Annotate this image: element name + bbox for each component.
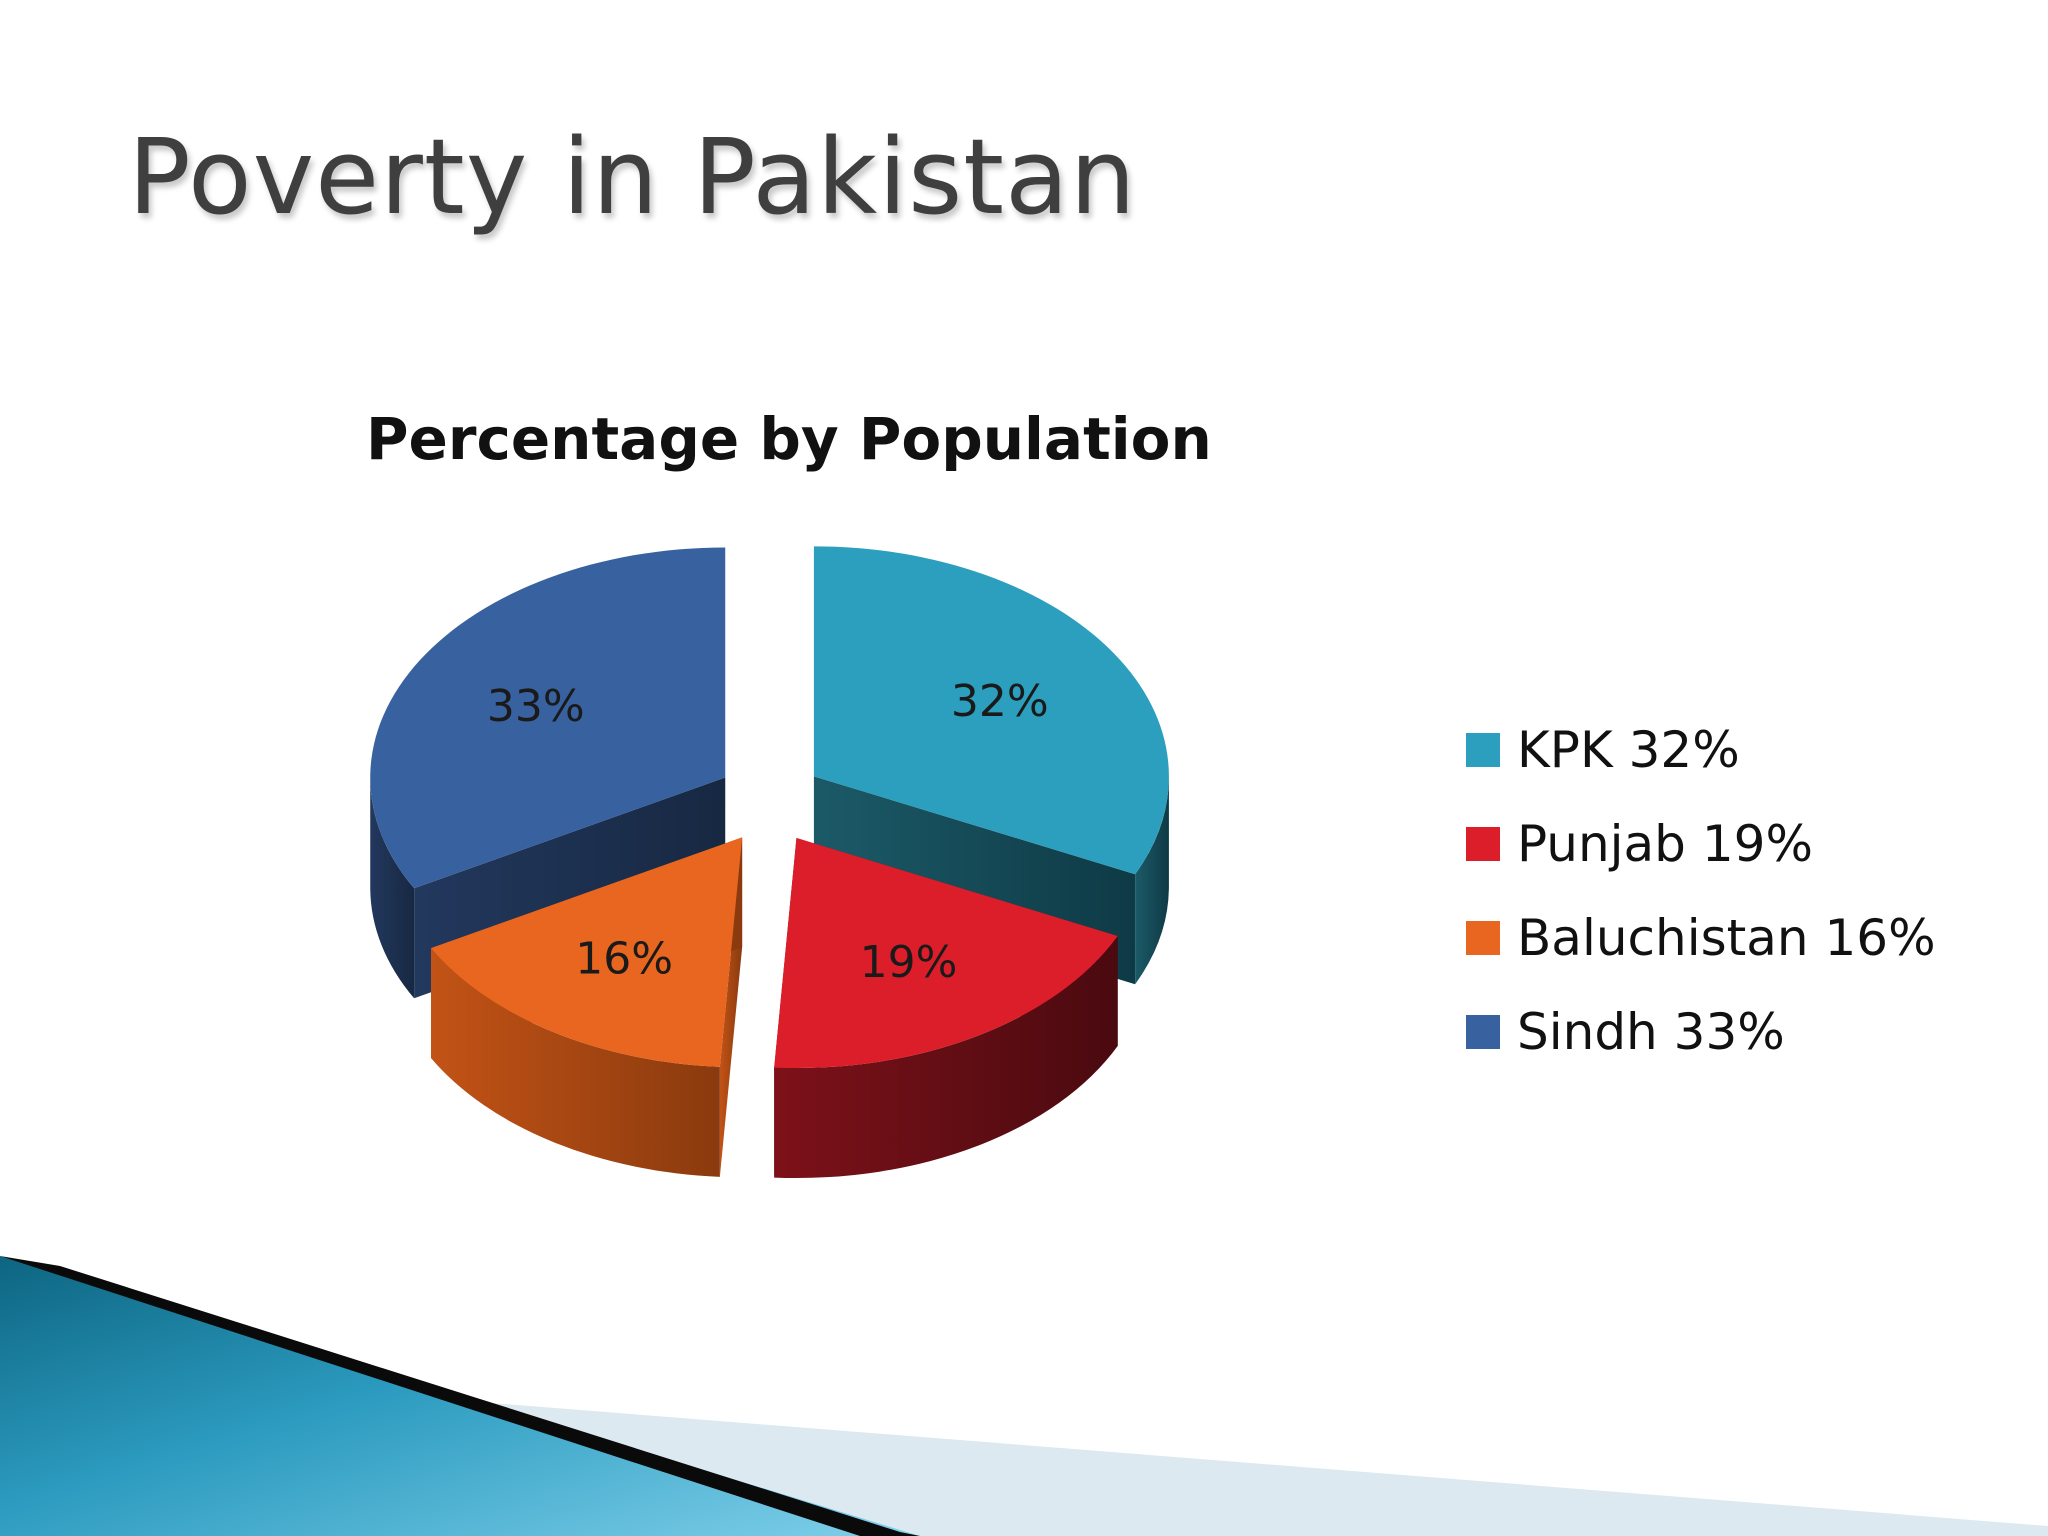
- footer-black-stroke: [0, 1256, 920, 1536]
- chart-title: Percentage by Population: [366, 405, 1212, 473]
- slice-top-face: [431, 837, 743, 1067]
- slice-top-face: [813, 546, 1169, 875]
- legend-item-baluchistan: Baluchistan 16%: [1466, 908, 1936, 968]
- data-label-sindh: 33%: [487, 681, 585, 732]
- slice-top-face: [370, 547, 726, 889]
- slice-outer-wall: [370, 777, 415, 999]
- legend-item-sindh: Sindh 33%: [1466, 1002, 1785, 1062]
- data-label-kpk: 32%: [951, 676, 1049, 727]
- slice-outer-wall: [431, 948, 720, 1177]
- slide-title: Poverty in Pakistan: [128, 116, 1137, 238]
- legend-label: Punjab 19%: [1517, 815, 1813, 873]
- legend-swatch: [1466, 921, 1500, 955]
- legend-label: KPK 32%: [1517, 721, 1740, 779]
- legend-label: Baluchistan 16%: [1517, 909, 1936, 967]
- pie-slice-punjab: [774, 838, 1118, 1179]
- legend-item-kpk: KPK 32%: [1466, 720, 1740, 780]
- pie-slice-baluchistan: [431, 837, 743, 1177]
- legend-swatch: [1466, 827, 1500, 861]
- slice-outer-wall: [1135, 776, 1169, 985]
- data-label-punjab: 19%: [860, 937, 958, 988]
- slice-top-face: [774, 838, 1118, 1069]
- legend-label: Sindh 33%: [1517, 1003, 1785, 1061]
- footer-decoration: [0, 1256, 2048, 1536]
- legend-swatch: [1466, 1015, 1500, 1049]
- legend-swatch: [1466, 733, 1500, 767]
- slice-outer-wall: [774, 935, 1118, 1179]
- legend-item-punjab: Punjab 19%: [1466, 814, 1813, 874]
- data-label-baluchistan: 16%: [575, 934, 673, 985]
